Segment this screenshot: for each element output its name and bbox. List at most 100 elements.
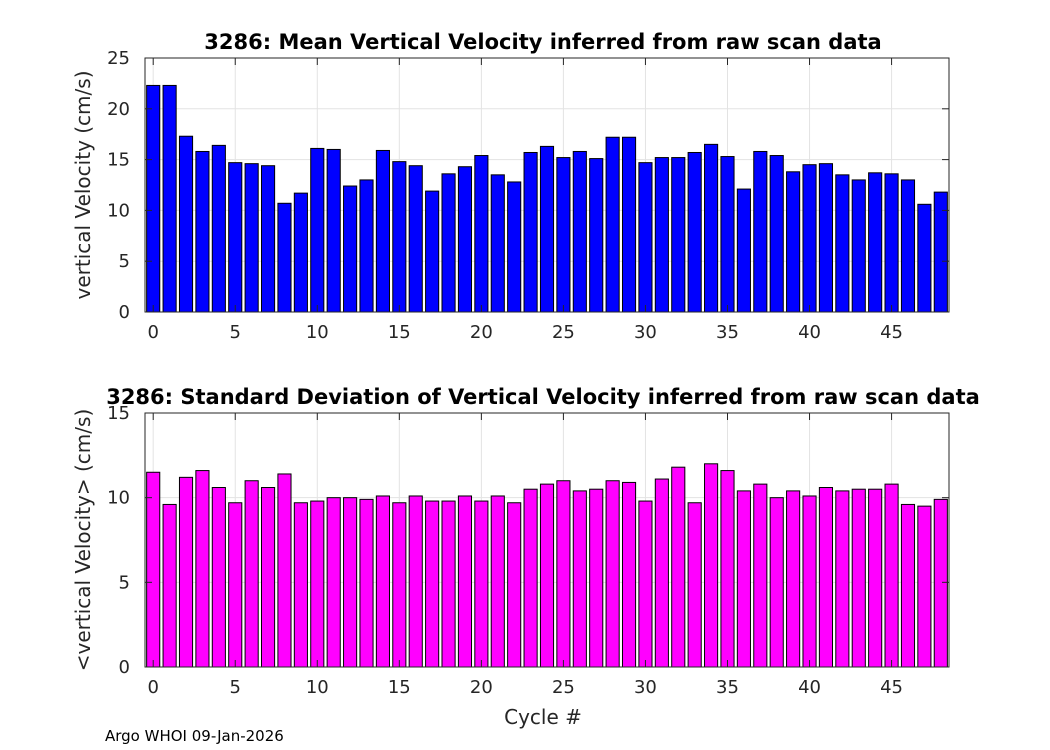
bar: [786, 171, 801, 313]
bar: [178, 476, 194, 668]
bar: [556, 157, 571, 313]
bar: [343, 497, 358, 668]
bar: [490, 495, 505, 668]
x-tick-label: 5: [230, 677, 241, 698]
y-axis-label: vertical Velocity (cm/s): [71, 71, 95, 300]
y-tick-label: 20: [107, 99, 130, 120]
bar: [868, 172, 883, 313]
bar: [704, 463, 719, 668]
y-tick-label: 0: [119, 302, 130, 323]
x-axis-label: Cycle #: [504, 705, 582, 729]
bar: [868, 488, 883, 668]
bar: [211, 487, 226, 668]
bar: [260, 487, 276, 668]
bar: [326, 148, 341, 313]
x-tick-label: 20: [470, 322, 493, 343]
x-tick-label: 15: [388, 677, 411, 698]
x-tick-label: 0: [147, 322, 158, 343]
bar: [818, 487, 834, 668]
bar: [572, 490, 587, 668]
bar: [359, 498, 374, 668]
bar: [687, 502, 702, 668]
x-tick-label: 30: [634, 322, 657, 343]
y-tick-label: 10: [107, 488, 130, 509]
bar: [474, 155, 489, 313]
chart-title: 3286: Mean Vertical Velocity inferred fr…: [204, 30, 881, 54]
bar: [310, 500, 325, 668]
x-tick-label: 0: [147, 677, 158, 698]
bar: [638, 162, 653, 313]
bar: [605, 480, 620, 668]
bar: [392, 161, 407, 313]
bar: [835, 174, 850, 313]
bar: [786, 490, 801, 668]
y-tick-label: 0: [119, 657, 130, 678]
bar: [474, 500, 489, 668]
x-tick-label: 35: [716, 322, 739, 343]
bar: [146, 84, 161, 313]
bar: [408, 495, 423, 668]
bar: [621, 136, 637, 313]
y-tick-label: 5: [119, 251, 130, 272]
bar: [408, 165, 423, 313]
bar: [244, 480, 259, 668]
bar: [425, 500, 440, 668]
bar: [146, 471, 161, 668]
bar: [753, 150, 768, 313]
bar: [654, 157, 669, 313]
bar: [326, 497, 341, 668]
bar: [736, 188, 751, 313]
bar: [425, 190, 440, 313]
bar: [720, 156, 735, 313]
x-tick-label: 20: [470, 677, 493, 698]
bar: [900, 179, 916, 313]
bar: [736, 490, 751, 668]
bar: [277, 473, 292, 668]
bar: [687, 151, 702, 313]
bar: [162, 84, 177, 313]
bar: [162, 503, 177, 668]
bar: [917, 505, 932, 668]
y-tick-label: 15: [107, 150, 130, 171]
bar: [572, 150, 587, 313]
bar: [211, 144, 226, 313]
bar: [851, 488, 866, 668]
bar: [507, 181, 522, 313]
bar: [539, 145, 555, 313]
bar: [228, 162, 243, 313]
bar: [277, 202, 292, 313]
bar: [293, 502, 308, 668]
bar: [638, 500, 653, 668]
std-velocity-chart: 0 5 10 15 20 25 30 35 40 45 0 5 10 15 3286: Standard …: [71, 385, 980, 729]
footer-credit: Argo WHOI 09-Jan-2026: [105, 727, 284, 745]
bar: [523, 151, 538, 313]
x-tick-label: 45: [880, 677, 903, 698]
x-tick-label: 40: [798, 677, 821, 698]
bar: [244, 163, 259, 313]
bar: [178, 135, 194, 313]
x-tick-label: 25: [552, 322, 575, 343]
mean-velocity-chart: 0 5 10 15 20 25 30 35 40 45 0 5 10 15 20 25 3286: Mean …: [71, 30, 950, 343]
bar: [457, 166, 473, 313]
y-tick-label: 25: [107, 48, 130, 69]
x-tick-label: 30: [634, 677, 657, 698]
x-tick-label: 10: [306, 322, 329, 343]
bar: [884, 483, 899, 668]
bar: [293, 192, 308, 313]
bar: [228, 502, 243, 668]
bar: [310, 147, 325, 313]
bar: [704, 143, 719, 313]
bar: [457, 495, 473, 668]
x-tick-label: 40: [798, 322, 821, 343]
bar: [589, 488, 604, 668]
x-tick-label: 15: [388, 322, 411, 343]
y-tick-label: 15: [107, 403, 130, 424]
x-tick-label: 45: [880, 322, 903, 343]
bar: [769, 497, 784, 668]
bar: [441, 173, 456, 313]
x-tick-label: 5: [230, 322, 241, 343]
bar: [539, 483, 555, 668]
bar: [851, 179, 866, 313]
bar: [671, 157, 686, 313]
